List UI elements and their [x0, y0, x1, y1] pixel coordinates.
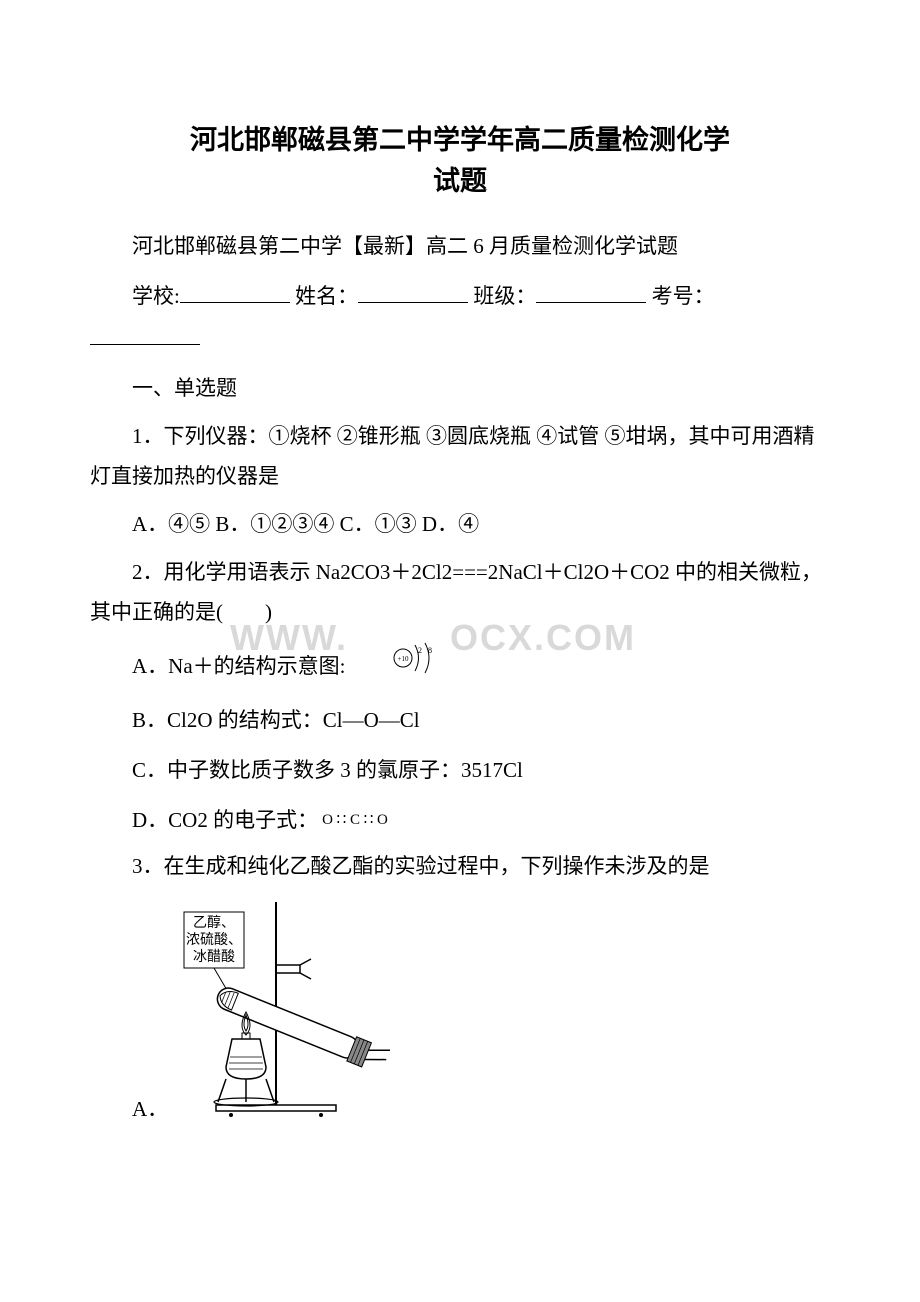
q3-option-a: A． 乙醇、 浓硫酸、 冰醋酸: [132, 897, 830, 1123]
form-line: 学校: 姓名： 班级： 考号：: [90, 275, 830, 359]
q3-stem: 3．在生成和纯化乙酸乙酯的实验过程中，下列操作未涉及的是: [90, 847, 830, 887]
class-label: 班级：: [473, 284, 536, 308]
section-heading: 一、单选题: [90, 367, 830, 409]
svg-text:8: 8: [428, 646, 432, 655]
title-line-1: 河北邯郸磁县第二中学学年高二质量检测化学: [190, 125, 730, 155]
school-label: 学校:: [132, 284, 180, 308]
svg-text:+10: +10: [397, 655, 408, 663]
svg-text:乙醇、: 乙醇、: [193, 914, 235, 931]
q2-stem: 2．用化学用语表示 Na2CO3＋2Cl2===2NaCl＋Cl2O＋CO2 中…: [90, 553, 830, 633]
q3-optA-label: A．: [132, 1093, 168, 1123]
svg-text:冰醋酸: 冰醋酸: [193, 949, 235, 965]
name-label: 姓名：: [295, 284, 358, 308]
subtitle: 河北邯郸磁县第二中学【最新】高二 6 月质量检测化学试题: [90, 225, 830, 267]
name-blank: [358, 282, 468, 303]
q1-options: A．④⑤ B．①②③④ C．①③ D．④: [90, 505, 830, 545]
q2-option-c: C．中子数比质子数多 3 的氯原子：3517Cl: [90, 747, 830, 793]
q2-option-a: A．Na＋的结构示意图: +10 2 8: [90, 640, 830, 692]
title-line-2: 试题: [433, 166, 487, 196]
class-blank: [536, 282, 646, 303]
svg-text:浓硫酸、: 浓硫酸、: [186, 932, 242, 948]
q2-optD-formula: O ∷ C ∷ O: [322, 804, 388, 837]
q1-stem: 1．下列仪器：①烧杯 ②锥形瓶 ③圆底烧瓶 ④试管 ⑤坩埚，其中可用酒精灯直接加…: [90, 417, 830, 497]
id-label: 考号：: [652, 284, 715, 308]
q2-optA-text: A．Na＋的结构示意图:: [90, 643, 346, 689]
svg-text:2: 2: [418, 646, 422, 655]
id-blank: [90, 324, 200, 345]
atom-diagram-icon: +10 2 8: [346, 640, 442, 692]
apparatus-diagram-icon: 乙醇、 浓硫酸、 冰醋酸: [176, 897, 406, 1123]
school-blank: [180, 282, 290, 303]
page-title: 河北邯郸磁县第二中学学年高二质量检测化学 试题: [90, 120, 830, 201]
q2-optD-text: D．CO2 的电子式：: [90, 797, 318, 843]
q2-option-b: B．Cl2O 的结构式：Cl—O—Cl: [90, 697, 830, 743]
q2-option-d: D．CO2 的电子式： O ∷ C ∷ O: [90, 797, 830, 843]
